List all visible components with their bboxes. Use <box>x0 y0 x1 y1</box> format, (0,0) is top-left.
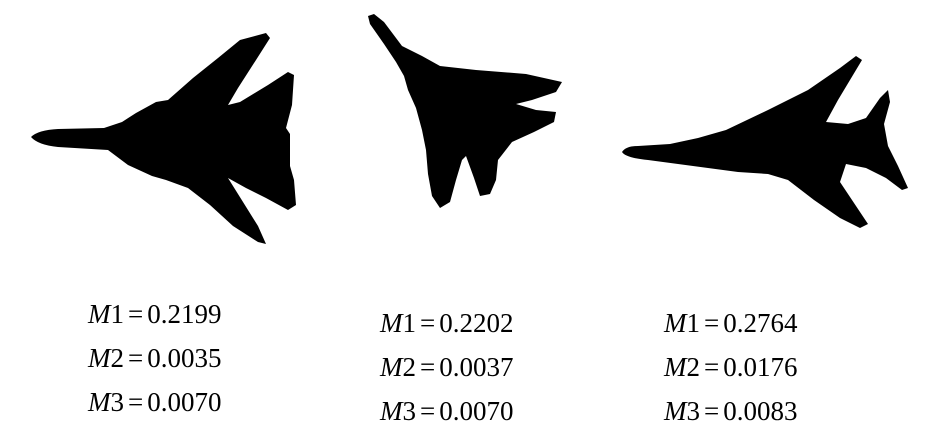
moment-var: M <box>88 343 111 373</box>
moment-index: 1 <box>110 299 125 329</box>
moment-m2: M2 = 0.0176 <box>664 345 797 389</box>
moment-m2: M2 = 0.0037 <box>380 345 513 389</box>
moment-m2: M2 = 0.0035 <box>88 336 221 380</box>
moment-value: 0.0070 <box>147 387 222 417</box>
equals-sign: = <box>704 396 720 426</box>
moment-var: M <box>380 396 403 426</box>
moment-m3: M3 = 0.0070 <box>88 380 221 424</box>
moment-value: 0.0035 <box>147 343 222 373</box>
jet-silhouette-1 <box>31 33 296 244</box>
moment-var: M <box>664 352 687 382</box>
moment-value: 0.0083 <box>723 396 798 426</box>
moment-index: 2 <box>402 352 417 382</box>
moment-m3: M3 = 0.0083 <box>664 389 797 433</box>
equals-sign: = <box>704 308 720 338</box>
moment-m3: M3 = 0.0070 <box>380 389 513 433</box>
moment-var: M <box>664 396 687 426</box>
moment-index: 3 <box>110 387 125 417</box>
equals-sign: = <box>128 387 144 417</box>
moment-index: 2 <box>110 343 125 373</box>
equals-sign: = <box>704 352 720 382</box>
moment-m1: M1 = 0.2199 <box>88 292 221 336</box>
equals-sign: = <box>420 396 436 426</box>
moment-var: M <box>380 352 403 382</box>
moment-var: M <box>380 308 403 338</box>
moment-index: 2 <box>686 352 701 382</box>
moment-value: 0.0070 <box>439 396 514 426</box>
moment-m1: M1 = 0.2764 <box>664 301 797 345</box>
moment-index: 1 <box>686 308 701 338</box>
equals-sign: = <box>420 352 436 382</box>
moments-group-2: M1 = 0.2202 M2 = 0.0037 M3 = 0.0070 <box>380 301 513 433</box>
moment-index: 1 <box>402 308 417 338</box>
moments-group-3: M1 = 0.2764 M2 = 0.0176 M3 = 0.0083 <box>664 301 797 433</box>
jet-silhouette-2 <box>368 14 562 208</box>
equals-sign: = <box>128 343 144 373</box>
moment-value: 0.0037 <box>439 352 514 382</box>
moment-m1: M1 = 0.2202 <box>380 301 513 345</box>
moment-var: M <box>88 387 111 417</box>
moment-index: 3 <box>686 396 701 426</box>
equals-sign: = <box>128 299 144 329</box>
moment-value: 0.2764 <box>723 308 798 338</box>
moment-var: M <box>88 299 111 329</box>
moment-value: 0.2202 <box>439 308 514 338</box>
moment-value: 0.2199 <box>147 299 222 329</box>
moment-index: 3 <box>402 396 417 426</box>
moment-var: M <box>664 308 687 338</box>
moments-group-1: M1 = 0.2199 M2 = 0.0035 M3 = 0.0070 <box>88 292 221 424</box>
moment-value: 0.0176 <box>723 352 798 382</box>
equals-sign: = <box>420 308 436 338</box>
jet-silhouette-3 <box>622 56 908 228</box>
